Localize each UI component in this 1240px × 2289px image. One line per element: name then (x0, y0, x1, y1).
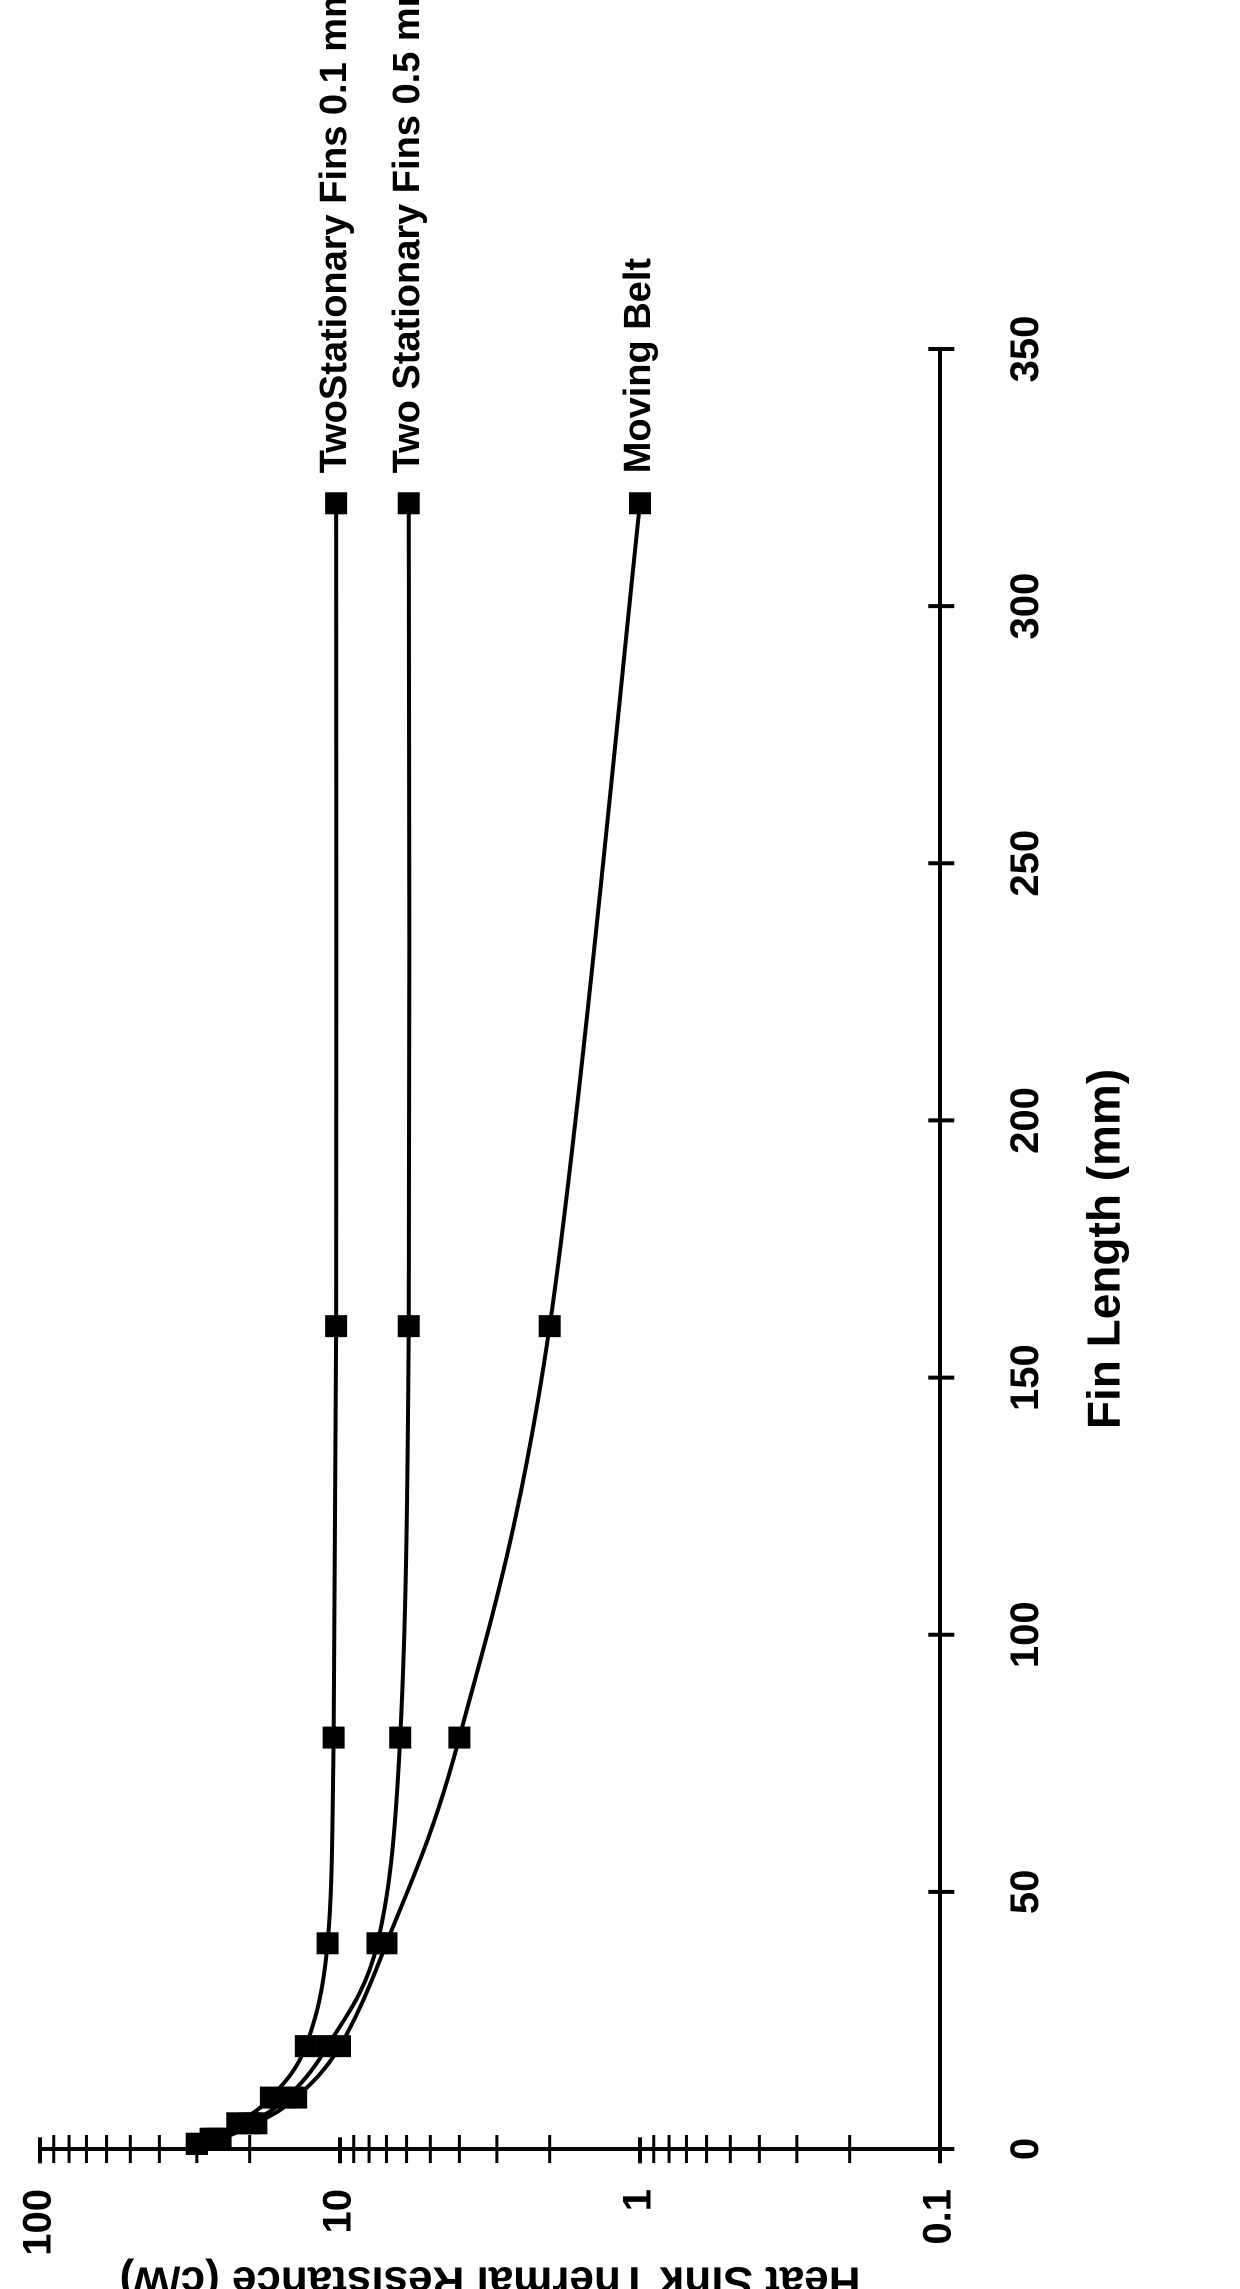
x-tick-label: 150 (1003, 1344, 1047, 1411)
chart-container: 0 50 100 150 200 250 300 350 Fin Length (mm) 0.1 1… (0, 0, 1240, 2289)
series-marker-fins-0p1 (325, 492, 347, 514)
y-axis-title: Heat Sink Thermal Resistance (c/w) (120, 2257, 861, 2289)
series-marker-moving-belt (329, 2035, 351, 2057)
series-label-fins-0p1: TwoStationary Fins 0.1 mm Thick (313, 0, 355, 473)
series-marker-moving-belt (285, 2087, 307, 2109)
y-tick-label: 0.1 (916, 2189, 960, 2245)
x-tick-label: 50 (1003, 1870, 1047, 1915)
x-tick-label: 300 (1003, 573, 1047, 640)
series-marker-fins-0p1 (325, 1315, 347, 1337)
series-marker-moving-belt (210, 2128, 232, 2150)
x-tick-label: 200 (1003, 1087, 1047, 1154)
y-tick-label: 100 (16, 2189, 60, 2256)
y-tick-label: 10 (316, 2189, 360, 2234)
series-marker-fins-0p1 (323, 1727, 345, 1749)
y-tick-label: 1 (616, 2189, 660, 2211)
series-marker-fins-0p1 (295, 2035, 317, 2057)
series-label-fins-0p5: Two Stationary Fins 0.5 mm Thick (386, 0, 428, 473)
series-marker-fins-0p5 (398, 492, 420, 514)
series-marker-moving-belt (375, 1932, 397, 1954)
series-marker-moving-belt (629, 492, 651, 514)
x-tick-label: 250 (1003, 830, 1047, 897)
series-line-fins-0p1 (197, 503, 336, 2144)
x-tick-label: 100 (1003, 1601, 1047, 1668)
series-marker-moving-belt (448, 1727, 470, 1749)
series-marker-moving-belt (539, 1315, 561, 1337)
x-tick-label: 350 (1003, 316, 1047, 383)
series-line-fins-0p5 (197, 503, 410, 2144)
series-marker-fins-0p5 (398, 1315, 420, 1337)
series-marker-moving-belt (186, 2133, 208, 2155)
x-tick-label: 0 (1003, 2138, 1047, 2160)
series-marker-moving-belt (245, 2112, 267, 2134)
x-axis-title: Fin Length (mm) (1078, 1069, 1130, 1429)
series-label-moving-belt: Moving Belt (617, 258, 659, 474)
series-marker-fins-0p1 (317, 1932, 339, 1954)
series-marker-fins-0p5 (389, 1727, 411, 1749)
